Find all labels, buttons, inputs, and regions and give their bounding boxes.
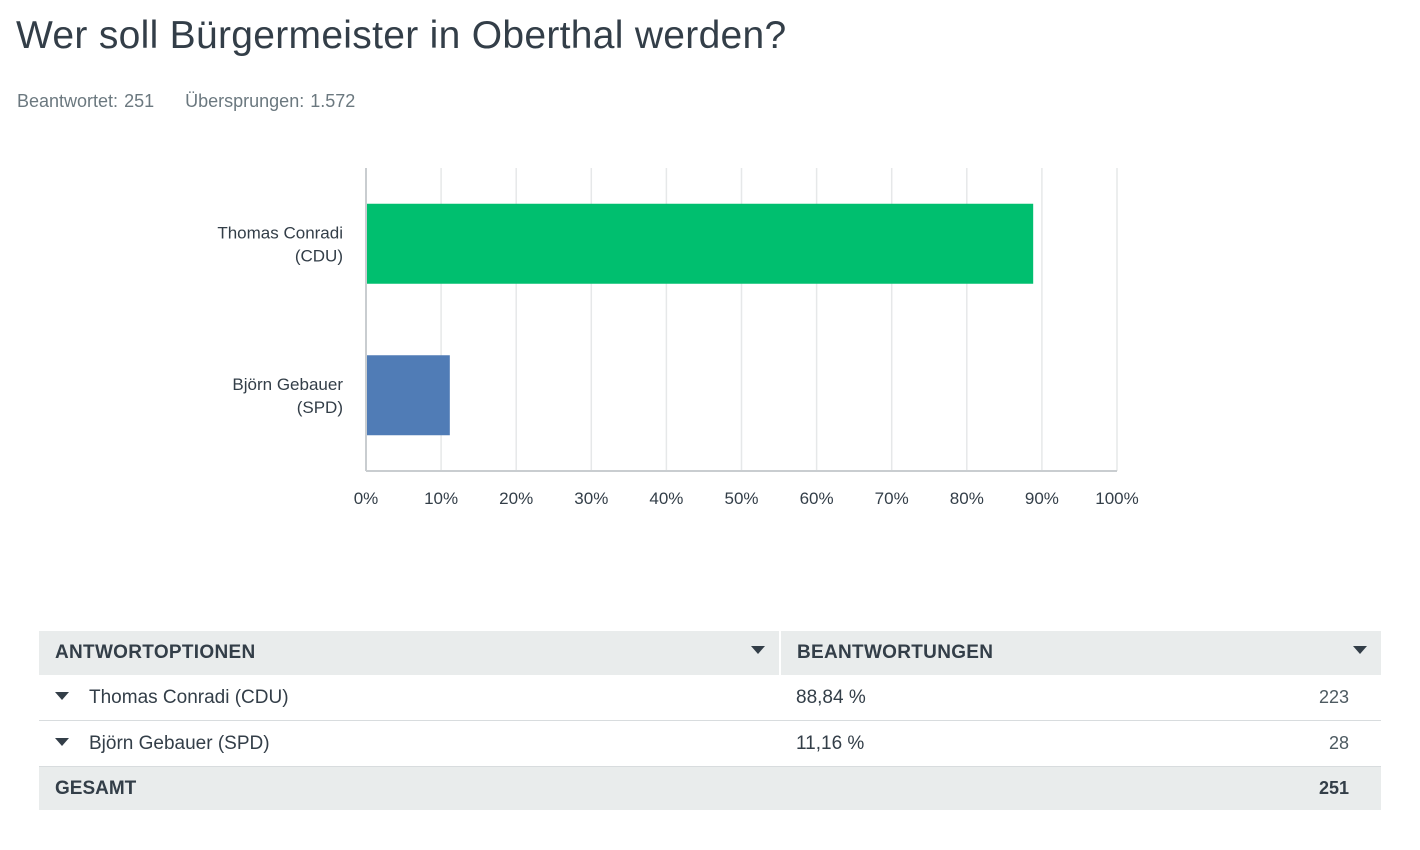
bar: [367, 355, 450, 436]
options-column-header[interactable]: ANTWORTOPTIONEN: [39, 631, 781, 675]
x-tick-label: 10%: [424, 489, 458, 508]
bar-chart: 0% 10% 20% 30% 40% 50% 60% 70% 80% 90% 100% Thomas …: [217, 168, 1139, 508]
results-table: ANTWORTOPTIONEN BEANTWORTUNGEN Thomas Co…: [39, 631, 1381, 810]
responses-column-header[interactable]: BEANTWORTUNGEN: [780, 631, 1381, 675]
responses-header-label: BEANTWORTUNGEN: [797, 642, 994, 663]
option-label: Björn Gebauer (SPD): [89, 732, 270, 754]
x-tick-label: 0%: [354, 489, 379, 508]
total-label: GESAMT: [55, 777, 137, 799]
response-count: 28: [1328, 733, 1349, 753]
options-header-label: ANTWORTOPTIONEN: [55, 642, 256, 663]
skipped-value: 1.572: [310, 91, 356, 111]
x-tick-label: 30%: [574, 489, 608, 508]
total-count-cell: 251: [780, 766, 1381, 810]
category-label: Björn Gebauer (SPD): [232, 375, 343, 417]
category-label: Thomas Conradi (CDU): [217, 223, 343, 265]
response-cell: 88,84 % 223: [780, 675, 1381, 721]
x-tick-label: 90%: [1025, 489, 1059, 508]
total-label-cell: GESAMT: [39, 766, 780, 810]
response-percent: 88,84 %: [796, 686, 866, 708]
answered-value: 251: [124, 91, 155, 111]
table-header-row: ANTWORTOPTIONEN BEANTWORTUNGEN: [39, 631, 1381, 675]
x-tick-label: 60%: [800, 489, 834, 508]
option-label: Thomas Conradi (CDU): [89, 686, 289, 708]
x-tick-label: 70%: [875, 489, 909, 508]
option-cell: Thomas Conradi (CDU): [39, 675, 780, 721]
bar: [367, 203, 1034, 284]
response-cell: 11,16 % 28: [780, 720, 1381, 767]
expand-caret-icon[interactable]: [55, 692, 69, 701]
option-cell: Björn Gebauer (SPD): [39, 720, 780, 767]
sort-options-icon[interactable]: [751, 646, 765, 654]
response-percent: 11,16 %: [796, 732, 865, 754]
x-tick-label: 100%: [1095, 489, 1138, 508]
x-tick-label: 40%: [649, 489, 683, 508]
sort-responses-icon[interactable]: [1353, 646, 1367, 654]
expand-caret-icon[interactable]: [55, 738, 69, 747]
answered-label: Beantwortet:: [17, 91, 119, 111]
skipped-stat: Übersprungen: 1.572: [185, 91, 355, 112]
question-title: Wer soll Bürgermeister in Oberthal werde…: [16, 14, 787, 57]
total-count: 251: [1318, 778, 1349, 798]
table-row: Thomas Conradi (CDU) 88,84 % 223: [39, 675, 1381, 721]
answered-stat: Beantwortet: 251: [17, 91, 154, 112]
x-tick-label: 50%: [724, 489, 758, 508]
response-count: 223: [1318, 687, 1349, 707]
table-row: Björn Gebauer (SPD) 11,16 % 28: [39, 720, 1381, 767]
skipped-label: Übersprungen:: [185, 91, 305, 111]
x-tick-label: 80%: [950, 489, 984, 508]
x-tick-label: 20%: [499, 489, 533, 508]
response-stats: Beantwortet: 251 Übersprungen: 1.572: [17, 91, 381, 112]
total-row: GESAMT 251: [39, 766, 1381, 810]
